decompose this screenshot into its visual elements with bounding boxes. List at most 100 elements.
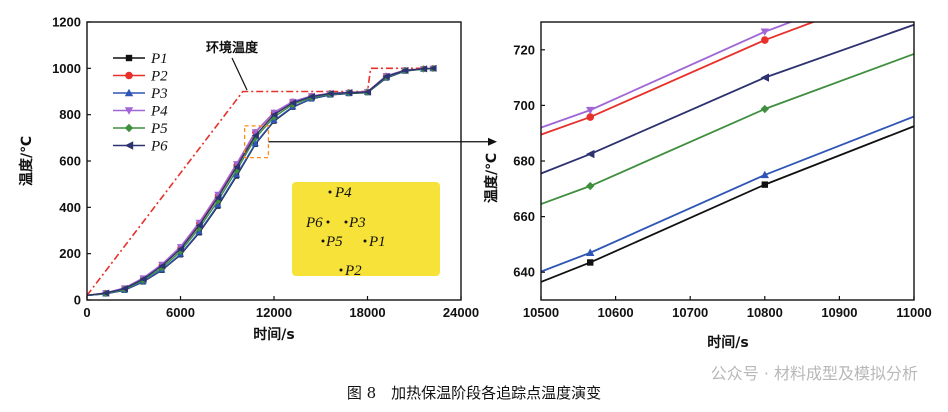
probe-dot-p3 bbox=[344, 220, 348, 224]
legend-marker-p3 bbox=[124, 88, 134, 97]
right-marker-p4 bbox=[760, 28, 769, 36]
left-y-tick-label: 200 bbox=[59, 246, 81, 261]
right-marker-p1 bbox=[587, 259, 594, 266]
right-series-line-p4 bbox=[541, 22, 794, 129]
left-y-tick-label: 800 bbox=[59, 107, 81, 122]
left-marker-p6 bbox=[158, 262, 166, 270]
zoom-arrow-head bbox=[488, 137, 497, 146]
left-marker-p3 bbox=[214, 201, 222, 208]
left-y-tick-label: 600 bbox=[59, 154, 81, 169]
probe-dot-p2 bbox=[339, 268, 343, 272]
left-y-tick-label: 1200 bbox=[52, 15, 81, 30]
legend-label-p4: P4 bbox=[150, 104, 168, 120]
right-marker-p1 bbox=[761, 181, 768, 188]
legend-label-p2: P2 bbox=[150, 69, 168, 85]
left-marker-p5 bbox=[158, 264, 166, 272]
legend-label-p5: P5 bbox=[150, 121, 168, 137]
right-series-line-p6 bbox=[541, 23, 914, 175]
right-marker-p5 bbox=[760, 104, 769, 114]
left-marker-p6 bbox=[214, 194, 222, 202]
right-chart-zoom: 10500 10600 10700 10800 10900 11000 640 660 680 7… bbox=[483, 21, 932, 351]
probe-label-p3: P3 bbox=[348, 215, 366, 231]
left-marker-p6 bbox=[139, 275, 147, 283]
left-marker-p4 bbox=[251, 129, 259, 136]
annotation-leader-line bbox=[231, 57, 248, 91]
left-marker-p6 bbox=[429, 64, 437, 72]
left-axis-ticks: 0 6000 12000 18000 24000 0 200 400 600 800 1000 120… bbox=[52, 15, 479, 321]
legend-label-p3: P3 bbox=[150, 86, 168, 102]
left-marker-p6 bbox=[307, 92, 315, 101]
left-x-axis-label: 时间/s bbox=[253, 326, 294, 343]
right-series-line-p3 bbox=[541, 115, 914, 273]
left-marker-p6 bbox=[401, 66, 409, 75]
probe-label-p5: P5 bbox=[325, 234, 343, 250]
probe-label-p4: P4 bbox=[334, 185, 352, 201]
left-y-tick-label: 1000 bbox=[52, 61, 81, 76]
right-plot-frame bbox=[540, 21, 915, 301]
legend-label-p6: P6 bbox=[150, 139, 168, 155]
probe-label-p2: P2 bbox=[344, 263, 362, 279]
right-y-tick-label: 700 bbox=[513, 98, 535, 113]
left-x-tick-label: 12000 bbox=[256, 305, 292, 320]
right-axis-ticks: 10500 10600 10700 10800 10900 11000 640 660 680 7… bbox=[513, 42, 931, 320]
right-marker-p6 bbox=[586, 149, 595, 159]
right-y-axis-label: 温度/℃ bbox=[483, 153, 500, 203]
probe-dot-p4 bbox=[328, 190, 332, 194]
left-marker-p6 bbox=[345, 89, 353, 97]
right-series-line-p5 bbox=[541, 53, 914, 205]
right-x-axis-label: 时间/s bbox=[707, 334, 748, 351]
probe-positions-panel bbox=[292, 182, 440, 276]
right-y-tick-label: 720 bbox=[513, 42, 535, 57]
right-marker-p5 bbox=[586, 181, 595, 191]
right-x-tick-label: 10900 bbox=[821, 305, 857, 320]
right-x-tick-label: 10800 bbox=[747, 305, 783, 320]
left-marker-p3 bbox=[233, 171, 241, 178]
left-x-tick-label: 18000 bbox=[349, 305, 385, 320]
left-marker-p4 bbox=[195, 219, 203, 226]
left-marker-p6 bbox=[176, 245, 185, 253]
right-marker-p6 bbox=[760, 73, 769, 82]
left-marker-p6 bbox=[251, 131, 259, 140]
left-marker-p6 bbox=[363, 88, 372, 96]
right-x-tick-label: 10600 bbox=[598, 305, 634, 320]
left-marker-p6 bbox=[120, 285, 128, 293]
right-x-tick-label: 10500 bbox=[523, 305, 559, 320]
left-y-axis-label: 温度/℃ bbox=[18, 136, 35, 186]
left-marker-p6 bbox=[420, 65, 428, 73]
left-x-tick-label: 6000 bbox=[166, 305, 195, 320]
right-series-line-p1 bbox=[541, 125, 914, 283]
ambient-temperature-annotation: 环境温度 bbox=[206, 40, 259, 56]
left-marker-p6 bbox=[382, 72, 390, 81]
probe-dot-p6 bbox=[326, 220, 330, 224]
right-y-tick-label: 640 bbox=[513, 265, 535, 280]
left-chart: 0 6000 12000 18000 24000 0 200 400 600 800 1000 120… bbox=[18, 15, 497, 343]
right-x-tick-label: 11000 bbox=[896, 305, 931, 320]
legend-marker-p2 bbox=[125, 71, 133, 80]
legend-marker-p5 bbox=[124, 123, 134, 133]
legend-marker-p6 bbox=[124, 141, 134, 150]
probe-label-p6: P6 bbox=[305, 215, 323, 231]
left-marker-p6 bbox=[102, 289, 110, 297]
watermark: 公众号 · 材料成型及模拟分析 bbox=[710, 364, 918, 383]
left-marker-p6 bbox=[270, 111, 278, 119]
right-x-tick-label: 10700 bbox=[672, 305, 708, 320]
right-y-tick-label: 660 bbox=[513, 209, 535, 224]
left-y-tick-label: 400 bbox=[59, 200, 81, 215]
left-x-tick-label: 24000 bbox=[443, 305, 479, 320]
legend-marker-p4 bbox=[124, 107, 134, 115]
right-marker-p3 bbox=[760, 170, 769, 179]
left-marker-p4 bbox=[214, 191, 222, 198]
right-marker-p2 bbox=[761, 36, 769, 44]
right-plot-area bbox=[541, 22, 914, 283]
right-marker-p3 bbox=[586, 248, 595, 256]
left-y-tick-label: 0 bbox=[74, 293, 81, 308]
left-marker-p6 bbox=[195, 221, 203, 230]
legend-label-p1: P1 bbox=[150, 51, 168, 67]
probe-label-p1: P1 bbox=[368, 234, 386, 250]
right-marker-p4 bbox=[586, 106, 595, 115]
left-marker-p6 bbox=[326, 89, 334, 98]
figure-caption: 图 8 加热保温阶段各追踪点温度演变 bbox=[346, 384, 602, 402]
right-series-line-p2 bbox=[541, 22, 816, 136]
